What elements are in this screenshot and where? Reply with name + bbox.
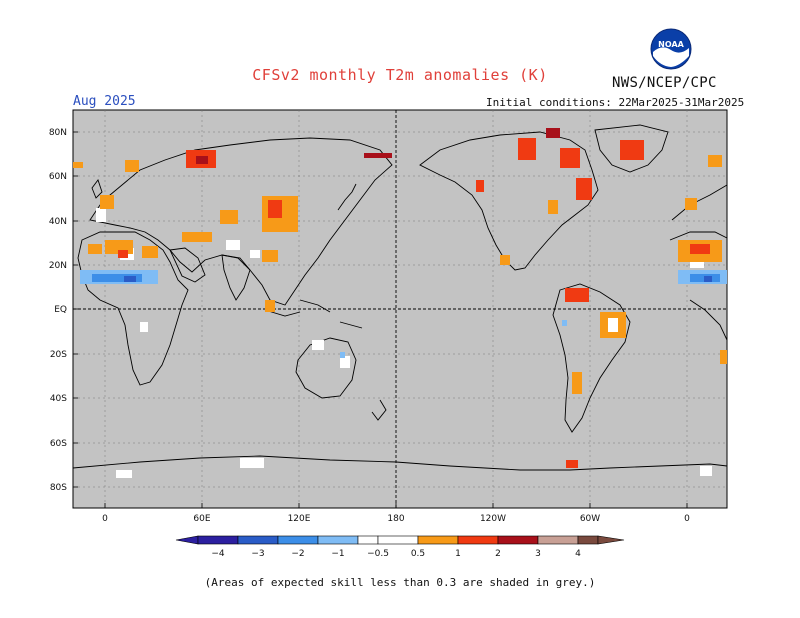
colorbar-label: −1 — [331, 549, 344, 559]
colorbar-swatch — [317, 535, 359, 545]
footnote: (Areas of expected skill less than 0.3 a… — [204, 576, 596, 589]
cool-anomaly-patches — [80, 270, 727, 358]
forecast-month: Aug 2025 — [73, 94, 136, 109]
colorbar-swatch — [377, 535, 419, 545]
lon-label: 120W — [480, 514, 506, 524]
lon-label: 0 — [684, 514, 690, 524]
colorbar-arrow-high — [597, 535, 625, 545]
colorbar-label: −0.5 — [367, 549, 389, 559]
lon-label: 180 — [387, 514, 404, 524]
lat-gridlines — [73, 131, 727, 488]
lon-labels: 0 60E 120E 180 120W 60W 0 — [102, 503, 690, 524]
map-title: CFSv2 monthly T2m anomalies (K) — [252, 66, 548, 84]
coastlines — [72, 124, 728, 471]
colorbar-label: −3 — [251, 549, 264, 559]
noaa-logo: NOAA — [650, 28, 692, 70]
lat-label: 20S — [50, 350, 67, 360]
lon-label: 120E — [288, 514, 311, 524]
colorbar-swatch — [357, 535, 379, 545]
lat-label: 80S — [50, 483, 67, 493]
colorbar-swatch — [237, 535, 279, 545]
colorbar-swatch — [457, 535, 499, 545]
lon-gridlines — [104, 110, 688, 508]
lat-labels: 80N 60N 40N 20N EQ 20S 40S 60S 80S — [49, 128, 78, 493]
colorbar-label: 3 — [535, 549, 541, 559]
colorbar-swatch — [537, 535, 579, 545]
lon-label: 60W — [580, 514, 600, 524]
lat-label: 40S — [50, 394, 67, 404]
colorbar-label: −2 — [291, 549, 304, 559]
colorbar-swatch — [197, 535, 239, 545]
svg-text:NOAA: NOAA — [658, 40, 684, 49]
initial-conditions: Initial conditions: 22Mar2025-31Mar2025 — [486, 96, 745, 109]
colorbar-arrow-low — [175, 535, 199, 545]
lon-label: 0 — [102, 514, 108, 524]
colorbar-swatch — [417, 535, 459, 545]
lat-label: 60S — [50, 439, 67, 449]
colorbar-label: 4 — [575, 549, 581, 559]
colorbar-label: 2 — [495, 549, 501, 559]
colorbar-swatch — [577, 535, 599, 545]
colorbar-label: 1 — [455, 549, 461, 559]
colorbar-swatch — [497, 535, 539, 545]
colorbar: −4 −3 −2 −1 −0.5 0.5 1 2 3 4 — [175, 535, 625, 559]
lon-label: 60E — [193, 514, 210, 524]
lat-label: EQ — [54, 305, 67, 315]
lat-label: 40N — [49, 217, 67, 227]
colorbar-label: −4 — [211, 549, 225, 559]
lat-label: 80N — [49, 128, 67, 138]
agency-label: NWS/NCEP/CPC — [612, 75, 717, 91]
colorbar-label: 0.5 — [411, 549, 425, 559]
lat-label: 20N — [49, 261, 67, 271]
warm-anomaly-patches — [73, 128, 727, 468]
colorbar-swatch — [277, 535, 319, 545]
lat-label: 60N — [49, 172, 67, 182]
